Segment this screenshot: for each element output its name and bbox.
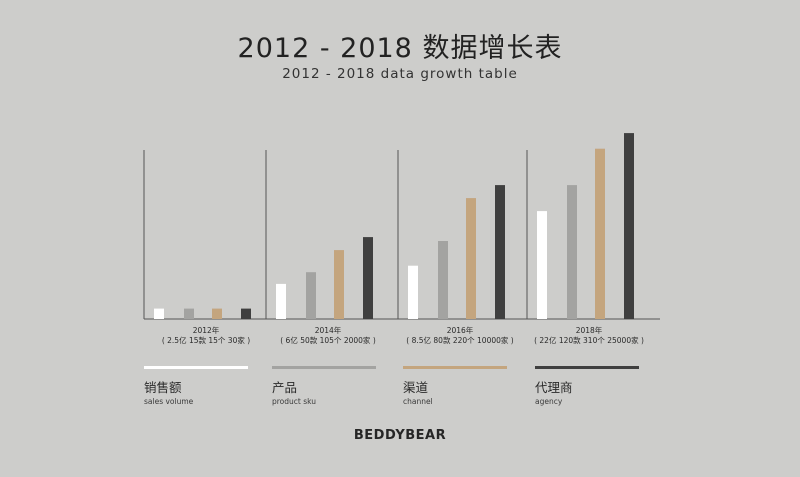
bar-product-sku-2018年 — [567, 185, 577, 319]
bar-agency-2014年 — [363, 237, 373, 319]
bar-channel-2016年 — [466, 198, 476, 319]
legend-swatch-product — [272, 366, 376, 369]
legend-swatch-sales — [144, 366, 248, 369]
bar-agency-2018年 — [624, 133, 634, 319]
legend-swatch-agency — [535, 366, 639, 369]
chart-title: 2012 - 2018 数据增长表 — [237, 33, 563, 64]
x-tick-note: ( 6亿 50款 105个 2000家 ) — [280, 335, 376, 345]
bar-sales-volume-2018年 — [537, 211, 547, 319]
bar-sales-volume-2014年 — [276, 283, 286, 319]
legend-label-cn: 代理商 — [535, 380, 573, 395]
bar-product-sku-2014年 — [306, 272, 316, 319]
legend-label-cn: 渠道 — [403, 380, 429, 395]
legend-label-en: channel — [403, 397, 433, 406]
bar-channel-2012年 — [212, 308, 222, 319]
x-tick-note: ( 8.5亿 80款 220个 10000家 ) — [406, 335, 513, 345]
x-tick-label: 2018年 — [576, 325, 603, 335]
legend-label-en: product sku — [272, 397, 317, 406]
bar-sales-volume-2012年 — [154, 308, 164, 319]
bar-agency-2016年 — [495, 185, 505, 319]
x-tick-note: ( 2.5亿 15款 15个 30家 ) — [162, 335, 250, 345]
legend-label-cn: 产品 — [272, 380, 298, 395]
bar-agency-2012年 — [241, 308, 251, 319]
legend-channel: 渠道 channel — [403, 366, 507, 406]
bar-channel-2014年 — [334, 250, 344, 319]
x-tick-label: 2014年 — [315, 325, 342, 335]
legend-label-en: sales volume — [144, 397, 194, 406]
legend-product-sku: 产品 product sku — [272, 366, 376, 406]
legend-agency: 代理商 agency — [535, 366, 639, 406]
bar-sales-volume-2016年 — [408, 265, 418, 319]
legend-sales-volume: 销售额 sales volume — [144, 366, 248, 406]
bar-product-sku-2016年 — [438, 241, 448, 319]
chart-subtitle: 2012 - 2018 data growth table — [282, 66, 518, 82]
legend-swatch-channel — [403, 366, 507, 369]
bar-product-sku-2012年 — [184, 308, 194, 319]
x-tick-label: 2012年 — [193, 325, 220, 335]
legend-label-cn: 销售额 — [144, 380, 182, 395]
x-tick-label: 2016年 — [447, 325, 474, 335]
legend-label-en: agency — [535, 397, 563, 406]
brand-logo: BEDDYBEAR — [353, 428, 447, 443]
bar-channel-2018年 — [595, 148, 605, 319]
x-tick-note: ( 22亿 120款 310个 25000家 ) — [534, 335, 644, 345]
